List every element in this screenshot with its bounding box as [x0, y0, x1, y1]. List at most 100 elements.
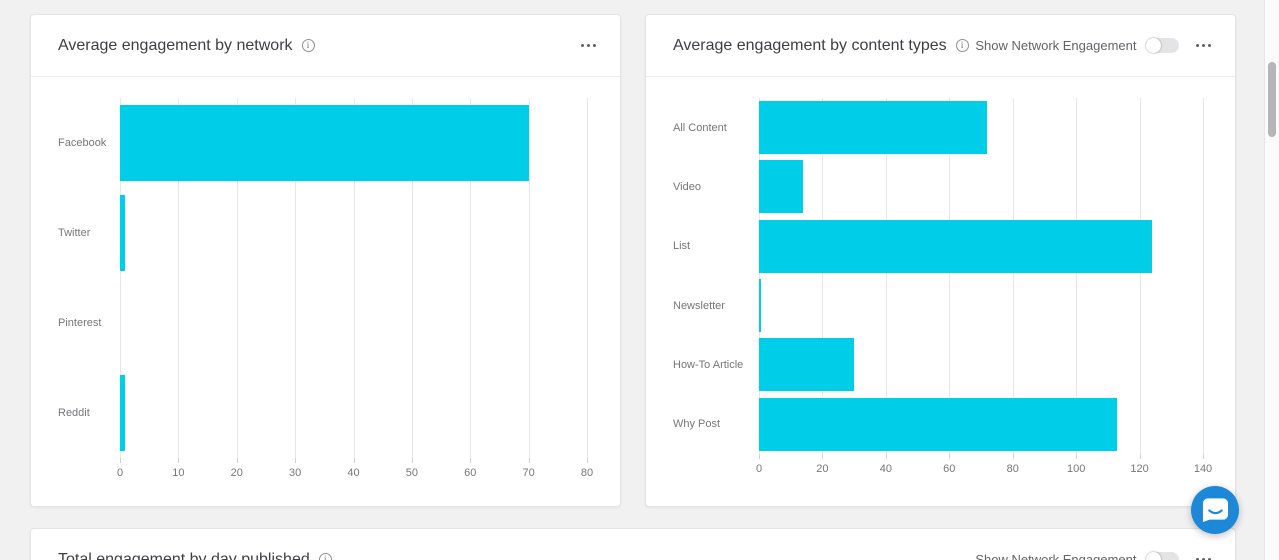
tick-mark [1076, 453, 1078, 459]
gridline [1076, 98, 1078, 454]
dot [1195, 557, 1199, 560]
dot [1207, 557, 1211, 560]
tick-label: 60 [943, 462, 956, 475]
x-axis: 0 20 40 60 80 100 120 140 [755, 453, 1212, 482]
bar-video [759, 160, 804, 214]
tick-mark [759, 453, 760, 459]
tick-label: 80 [1006, 462, 1019, 475]
tick-label: 80 [580, 467, 594, 479]
category-label-video: Video [673, 180, 701, 193]
card-title: Average engagement by network [58, 36, 293, 54]
info-icon[interactable]: i [301, 39, 315, 52]
tick-mark [1139, 453, 1141, 459]
info-icon[interactable]: i [318, 553, 332, 560]
toggle-knob [1145, 38, 1161, 53]
bar-why-post [759, 397, 1118, 451]
tick-label: 120 [1130, 462, 1149, 475]
ellipsis-menu-button[interactable] [1195, 40, 1211, 52]
dot [1207, 43, 1211, 48]
tick-label: 30 [289, 467, 302, 479]
tick-label: 60 [464, 467, 477, 479]
tick-mark [1203, 453, 1204, 459]
gridline [295, 98, 297, 458]
gridline [587, 98, 588, 458]
gridline [236, 98, 238, 458]
tick-label: 0 [116, 467, 124, 479]
axis-spacer [673, 454, 759, 482]
card-total-engagement-by-day-published: Total engagement by day published i Show… [30, 528, 1236, 560]
gridline [949, 98, 951, 454]
show-network-engagement-toggle[interactable] [1145, 38, 1179, 53]
chat-launcher-button[interactable] [1191, 486, 1239, 534]
card-header: Total engagement by day published i Show… [31, 529, 1235, 560]
tick-label: 100 [1066, 462, 1086, 475]
tick-label: 70 [522, 467, 535, 479]
tick-mark [1012, 453, 1014, 459]
ellipsis-menu-button[interactable] [1195, 554, 1211, 560]
tick-mark [178, 458, 180, 463]
gridline [411, 98, 413, 458]
bar-newsletter [759, 279, 762, 333]
dot [1201, 557, 1205, 560]
tick-mark [949, 453, 951, 459]
bar-list [759, 219, 1153, 273]
dot [592, 43, 596, 48]
category-label-twitter: Twitter [58, 227, 91, 239]
category-label-how-to-article: How-To Article [673, 358, 744, 371]
category-label-pinterest: Pinterest [58, 317, 102, 329]
tick-label: 0 [755, 462, 763, 475]
bar-chart-network: Facebook Twitter Pinterest Reddit 0 10 20 30 40… [31, 77, 620, 486]
tick-mark [822, 453, 824, 459]
info-icon[interactable]: i [955, 39, 969, 52]
gridline [1203, 98, 1204, 454]
tick-mark [885, 453, 887, 459]
ellipsis-menu-button[interactable] [580, 40, 596, 52]
tick-mark [528, 458, 530, 463]
tick-label: 20 [230, 467, 243, 479]
category-label-facebook: Facebook [58, 137, 107, 149]
tick-mark [411, 458, 413, 463]
axis-spacer [58, 458, 120, 486]
chat-bubble-icon [1202, 498, 1228, 523]
show-network-engagement-label: Show Network Engagement [975, 552, 1137, 560]
gridline [885, 98, 887, 454]
category-label-newsletter: Newsletter [673, 299, 725, 312]
gridline [1139, 98, 1141, 454]
x-axis: 0 10 20 30 40 50 60 70 80 [116, 458, 593, 486]
dot [580, 43, 584, 48]
card-header: Average engagement by content types i Sh… [646, 15, 1235, 77]
plot-area [120, 98, 588, 458]
tick-label: 40 [879, 462, 892, 475]
dot [1201, 43, 1205, 48]
card-average-engagement-by-network: Average engagement by network i Facebook… [30, 14, 621, 507]
tick-mark [236, 458, 238, 463]
scrollbar-track[interactable] [1264, 0, 1279, 560]
gridline [178, 98, 180, 458]
card-title: Average engagement by content types [673, 36, 947, 54]
show-network-engagement-label: Show Network Engagement [975, 38, 1137, 53]
tick-mark [353, 458, 355, 463]
y-axis-labels: Facebook Twitter Pinterest Reddit [58, 98, 120, 458]
tick-label: 40 [347, 467, 360, 479]
tick-label: 10 [172, 467, 185, 479]
y-axis-labels: All Content Video List Newsletter How-To Art… [673, 98, 759, 454]
bar-all-content [759, 101, 988, 155]
tick-mark [470, 458, 472, 463]
category-label-list: List [673, 240, 691, 253]
bar-chart-content-types: All Content Video List Newsletter How-To Art… [646, 77, 1235, 482]
card-title: Total engagement by day published [58, 550, 310, 560]
gridline [822, 98, 824, 454]
plot-area [759, 98, 1204, 454]
tick-label: 140 [1193, 462, 1213, 475]
gridline [759, 98, 760, 454]
gridline [1012, 98, 1014, 454]
show-network-engagement-toggle[interactable] [1145, 552, 1179, 560]
toggle-knob [1145, 552, 1161, 560]
scrollbar-thumb[interactable] [1268, 62, 1276, 137]
bar-facebook [120, 105, 529, 181]
gridline [353, 98, 355, 458]
card-average-engagement-by-content-types: Average engagement by content types i Sh… [645, 14, 1236, 507]
tick-mark [295, 458, 297, 463]
gridline [470, 98, 472, 458]
dot [586, 43, 590, 48]
